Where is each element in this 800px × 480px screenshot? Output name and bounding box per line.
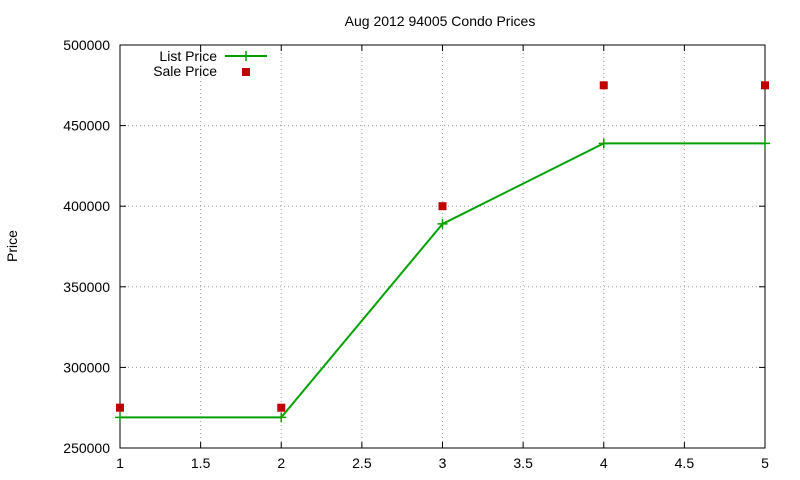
chart-title: Aug 2012 94005 Condo Prices xyxy=(345,13,536,29)
sale-price-point xyxy=(761,81,769,90)
list-price-point xyxy=(115,412,125,423)
x-tick-label: 3.5 xyxy=(513,455,533,471)
legend-marker-list-price xyxy=(241,51,251,61)
list-price-point xyxy=(760,138,770,149)
x-tick-label: 1.5 xyxy=(191,455,211,471)
legend-marker-sale-price xyxy=(242,68,250,76)
sale-price-point xyxy=(438,202,447,211)
y-tick-label: 400000 xyxy=(63,198,110,214)
plot-frame xyxy=(119,44,766,449)
x-tick-label: 1 xyxy=(116,455,124,471)
y-tick-label: 350000 xyxy=(63,279,110,295)
x-axis: 1 1.5 2 2.5 3 3.5 4 4.5 5 xyxy=(116,45,769,471)
list-price-point xyxy=(598,138,609,149)
list-price-point xyxy=(276,412,287,423)
list-price-point xyxy=(437,218,448,229)
x-tick-label: 2.5 xyxy=(352,455,372,471)
y-tick-label: 450000 xyxy=(63,118,110,134)
sale-price-point xyxy=(277,403,286,412)
y-tick-label: 250000 xyxy=(63,440,110,456)
grid xyxy=(120,45,765,448)
x-tick-label: 3 xyxy=(439,455,447,471)
legend-label-sale-price: Sale Price xyxy=(153,63,217,79)
y-axis: 250000 300000 350000 400000 450000 500000 xyxy=(63,37,765,456)
legend-label-list-price: List Price xyxy=(159,48,217,64)
y-axis-label: Price xyxy=(4,230,20,262)
x-tick-label: 4 xyxy=(600,455,608,471)
y-tick-label: 300000 xyxy=(63,359,110,375)
x-tick-label: 2 xyxy=(277,455,285,471)
x-tick-label: 4.5 xyxy=(675,455,695,471)
x-tick-label: 5 xyxy=(761,455,769,471)
series-layer xyxy=(115,81,770,423)
y-tick-label: 500000 xyxy=(63,37,110,53)
list-price-line xyxy=(120,142,765,419)
sale-price-point xyxy=(116,403,124,412)
sale-price-point xyxy=(599,81,608,90)
